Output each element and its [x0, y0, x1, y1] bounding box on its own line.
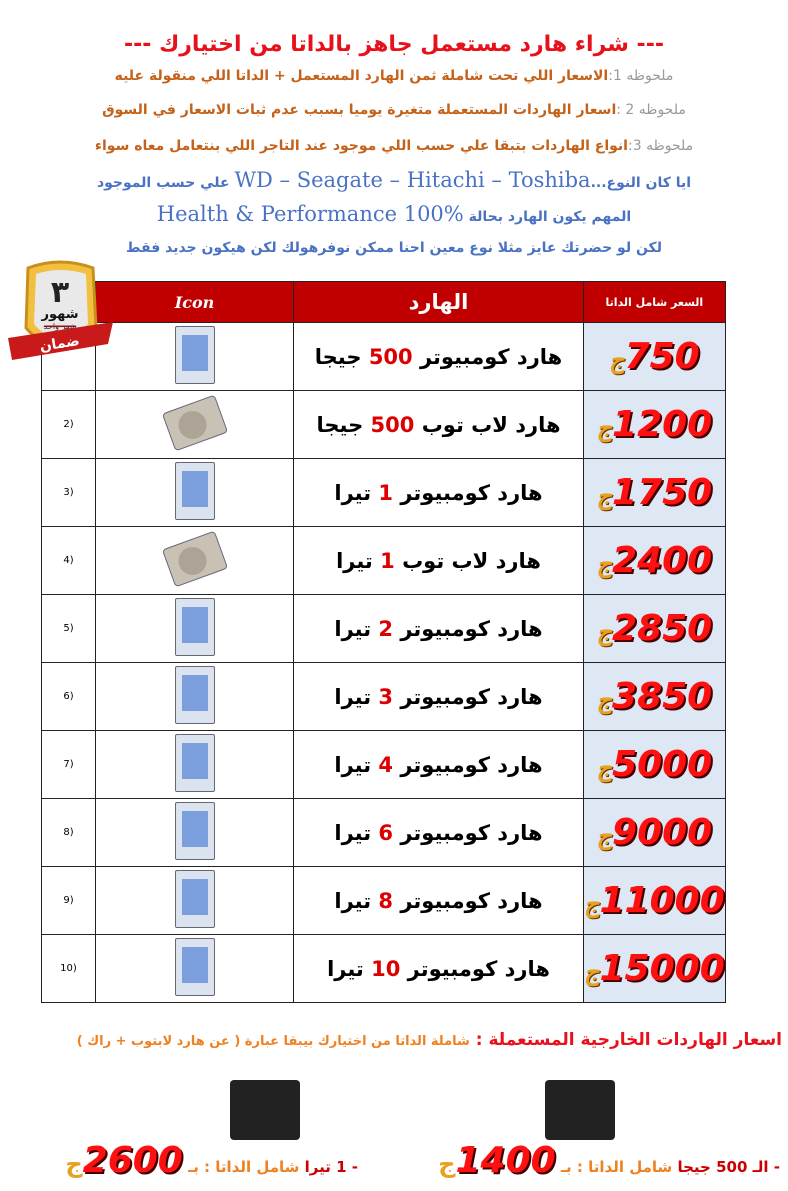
- external-price-1tb: - 1 تيرا شامل الداتا : بـ 2600ج: [65, 1140, 358, 1181]
- laptop-hdd-icon: [161, 394, 228, 451]
- hdd-name: هارد كومبيوتر 8 تيرا: [293, 866, 584, 935]
- hdd-price: 3850ج: [583, 662, 726, 731]
- header-icon: Icon: [95, 281, 294, 323]
- brands-line: ايا كان النوع...WD – Seagate – Hitachi –…: [96, 168, 692, 192]
- desktop-hdd-icon: [174, 325, 215, 384]
- desktop-hdd-icon: [174, 597, 215, 656]
- desktop-hdd-icon: [174, 801, 215, 860]
- row-number: 6): [41, 662, 96, 731]
- hdd-price: 11000ج: [583, 866, 726, 935]
- hdd-price: 2400ج: [583, 526, 726, 595]
- row-number: 4): [41, 526, 96, 595]
- row-number: 2): [41, 390, 96, 459]
- hdd-price: 1750ج: [583, 458, 726, 527]
- row-number: 3): [41, 458, 96, 527]
- laptop-hdd-icon: [161, 530, 228, 587]
- health-line: المهم يكون الهارد بحالة Health & Perform…: [156, 202, 632, 226]
- hdd-price: 750ج: [583, 322, 726, 391]
- desktop-hdd-icon: [174, 665, 215, 724]
- row-number: 10): [41, 934, 96, 1003]
- hdd-price: 9000ج: [583, 798, 726, 867]
- note-3: ملحوظه 3:انواع الهاردات بتبقا علي حسب ال…: [94, 138, 694, 154]
- row-number: 8): [41, 798, 96, 867]
- hdd-name: هارد لاب توب 1 تيرا: [293, 526, 584, 595]
- external-hdd-image-1: [545, 1080, 615, 1140]
- warranty-badge: ٣ شهور شهر واحد ضمان: [8, 260, 113, 360]
- badge-unit: شهور: [40, 307, 78, 322]
- badge-label: ضمان: [39, 333, 81, 355]
- row-number: 7): [41, 730, 96, 799]
- hdd-name: هارد كومبيوتر 1 تيرا: [293, 458, 584, 527]
- hdd-name: هارد كومبيوتر 4 تيرا: [293, 730, 584, 799]
- hdd-price: 1200ج: [583, 390, 726, 459]
- desktop-hdd-icon: [174, 733, 215, 792]
- note-1: ملحوظه 1:الاسعار اللي تحت شاملة ثمن الها…: [114, 68, 674, 84]
- hdd-price: 2850ج: [583, 594, 726, 663]
- hdd-price: 15000ج: [583, 934, 726, 1003]
- external-price-500gb: - الـ 500 جيجا شامل الداتا : بـ 1400ج: [438, 1140, 780, 1181]
- table-row: هارد كومبيوتر 500 جيجا 750ج: [41, 322, 726, 391]
- page-title: --- شراء هارد مستعمل جاهز بالداتا من اخت…: [124, 32, 664, 57]
- hdd-name: هارد كومبيوتر 6 تيرا: [293, 798, 584, 867]
- table-row: 3) هارد كومبيوتر 1 تيرا 1750ج: [41, 458, 726, 527]
- table-row: 10) هارد كومبيوتر 10 تيرا 15000ج: [41, 934, 726, 1003]
- hdd-name: هارد كومبيوتر 2 تيرا: [293, 594, 584, 663]
- table-row: 8) هارد كومبيوتر 6 تيرا 9000ج: [41, 798, 726, 867]
- custom-line: لكن لو حضرتك عايز مثلا نوع معين احنا ممك…: [126, 240, 662, 256]
- badge-number: ٣: [51, 275, 69, 310]
- table-row: 4) هارد لاب توب 1 تيرا 2400ج: [41, 526, 726, 595]
- table-row: 5) هارد كومبيوتر 2 تيرا 2850ج: [41, 594, 726, 663]
- header-name: الهارد: [293, 281, 584, 323]
- table-row: 9) هارد كومبيوتر 8 تيرا 11000ج: [41, 866, 726, 935]
- hdd-name: هارد كومبيوتر 3 تيرا: [293, 662, 584, 731]
- external-hdd-image-2: [230, 1080, 300, 1140]
- row-number: 5): [41, 594, 96, 663]
- table-row: 6) هارد كومبيوتر 3 تيرا 3850ج: [41, 662, 726, 731]
- desktop-hdd-icon: [174, 869, 215, 928]
- price-table: Icon الهارد السعر شامل الداتا هارد كومبي…: [41, 281, 726, 1003]
- external-title: اسعار الهاردات الخارجية المستعملة : شامل…: [76, 1030, 782, 1050]
- desktop-hdd-icon: [174, 937, 215, 996]
- hdd-name: هارد كومبيوتر 500 جيجا: [293, 322, 584, 391]
- desktop-hdd-icon: [174, 461, 215, 520]
- row-number: 9): [41, 866, 96, 935]
- hdd-name: هارد لاب توب 500 جيجا: [293, 390, 584, 459]
- note-2: ملحوظه 2 :اسعار الهاردات المستعملة متغير…: [102, 102, 686, 118]
- table-row: 2) هارد لاب توب 500 جيجا 1200ج: [41, 390, 726, 459]
- table-row: 7) هارد كومبيوتر 4 تيرا 5000ج: [41, 730, 726, 799]
- header-price: السعر شامل الداتا: [583, 281, 726, 323]
- hdd-name: هارد كومبيوتر 10 تيرا: [293, 934, 584, 1003]
- hdd-price: 5000ج: [583, 730, 726, 799]
